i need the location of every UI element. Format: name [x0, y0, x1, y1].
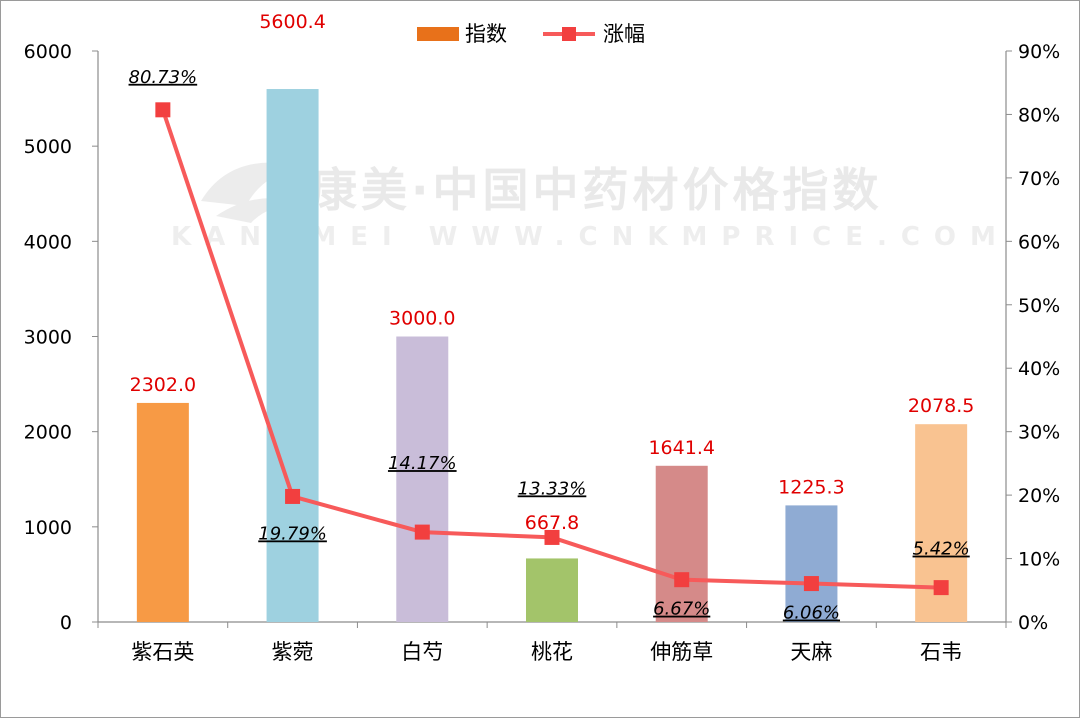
- x-axis-category-label: 紫石英: [131, 640, 194, 664]
- bar-value-label: 667.8: [525, 512, 579, 534]
- watermark-chinese-text: 康美·中国中药材价格指数: [311, 163, 882, 217]
- legend-bar-label: 指数: [465, 22, 507, 46]
- line-value-label: 6.67%: [653, 599, 710, 620]
- bar-value-label: 2078.5: [908, 395, 974, 417]
- line-marker: [285, 488, 301, 504]
- x-axis-category-label: 紫菀: [272, 640, 314, 664]
- bar: [655, 465, 708, 622]
- bar: [136, 402, 189, 622]
- line-value-label: 80.73%: [129, 67, 198, 88]
- right-axis-tick-label: 60%: [1018, 231, 1060, 253]
- line-marker: [933, 580, 949, 596]
- x-axis-category-label: 桃花: [531, 640, 573, 664]
- bar: [785, 505, 838, 622]
- line-marker: [414, 524, 430, 540]
- bar-value-label: 5600.4: [259, 11, 325, 33]
- right-axis-tick-label: 30%: [1018, 422, 1060, 444]
- bar-value-label: 1641.4: [648, 437, 714, 459]
- x-axis-category-label: 石韦: [920, 640, 962, 664]
- right-axis-tick-label: 80%: [1018, 104, 1060, 126]
- left-axis-tick-label: 1000: [24, 517, 72, 539]
- bar-value-label: 3000.0: [389, 308, 455, 330]
- legend: 指数 涨幅: [417, 22, 645, 46]
- bar: [396, 336, 449, 622]
- line-value-label: 13.33%: [518, 478, 587, 499]
- bar-value-label: 1225.3: [778, 476, 844, 498]
- right-axis-tick-label: 90%: [1018, 41, 1060, 63]
- bar-value-label: 2302.0: [130, 374, 196, 396]
- left-axis-tick-label: 0: [60, 612, 72, 634]
- line-value-label: 14.17%: [388, 453, 457, 474]
- left-axis-tick-label: 4000: [24, 231, 72, 253]
- right-axis-tick-label: 40%: [1018, 358, 1060, 380]
- x-axis-category-label: 天麻: [790, 640, 832, 664]
- line-marker: [155, 102, 171, 118]
- legend-line-marker: [562, 27, 576, 41]
- line-value-label: 5.42%: [913, 539, 970, 560]
- left-axis-tick-label: 5000: [24, 136, 72, 158]
- data-labels: 2302.0 5600.4 3000.0 667.8 1641.4 1225.3 2078.…: [129, 11, 975, 624]
- x-axis-category-label: 白芍: [401, 640, 443, 664]
- right-axis-tick-label: 50%: [1018, 295, 1060, 317]
- bar: [266, 89, 319, 622]
- left-axis-tick-label: 6000: [24, 41, 72, 63]
- line-value-label: 19.79%: [258, 523, 327, 544]
- legend-bar-swatch: [417, 27, 459, 41]
- left-axis-tick-label: 3000: [24, 327, 72, 349]
- line-marker: [803, 576, 819, 592]
- right-axis-tick-label: 0%: [1018, 612, 1048, 634]
- line-series: [155, 102, 949, 596]
- axes: 0 1000 2000 3000 4000 5000 6000 0% 10% 20% 30% 40% 5…: [24, 41, 1061, 664]
- right-axis-tick-label: 70%: [1018, 168, 1060, 190]
- line-value-label: 6.06%: [783, 603, 840, 624]
- legend-line-label: 涨幅: [603, 22, 645, 46]
- line-marker: [544, 529, 560, 545]
- bar: [526, 558, 578, 622]
- x-axis-category-label: 伸筋草: [650, 640, 713, 664]
- right-axis-tick-label: 20%: [1018, 485, 1060, 507]
- left-axis-tick-label: 2000: [24, 422, 72, 444]
- line-marker: [674, 572, 690, 588]
- right-axis-tick-label: 10%: [1018, 549, 1060, 571]
